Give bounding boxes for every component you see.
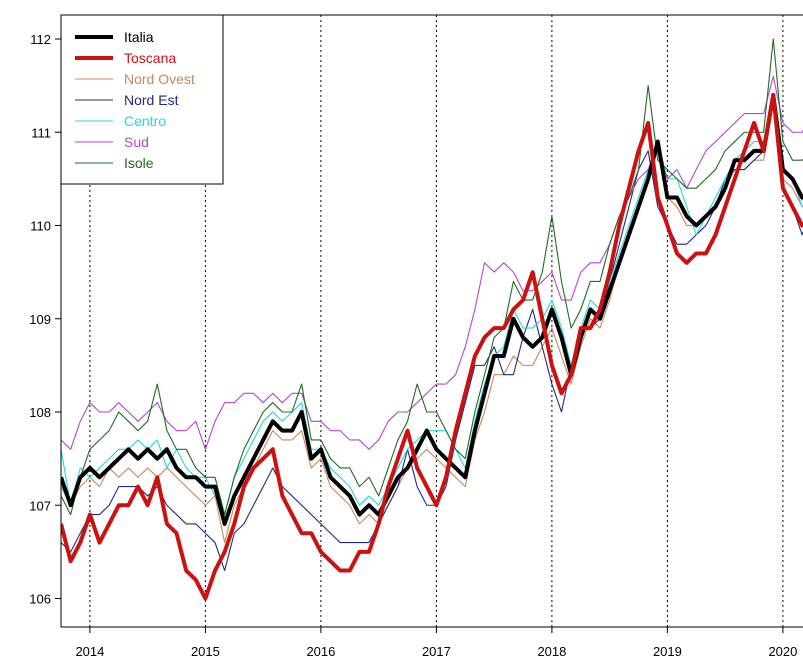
x-tick-label: 2018 [537,644,566,659]
y-tick-label: 111 [31,125,51,140]
series-line-italia [61,92,803,526]
x-tick-label: 2019 [653,644,682,659]
plot-frame [60,14,803,628]
series-line-sud [61,75,803,450]
y-axis: 106 107 108 109 110 111 112 [29,32,61,607]
series-lines [61,38,803,601]
x-tick-label: 2020 [768,644,797,659]
y-tick-label: 106 [29,592,51,607]
y-tick-label: 109 [29,312,51,327]
x-tick-label: 2017 [422,644,451,659]
x-tick-label: 2014 [75,644,104,659]
x-tick-label: 2015 [191,644,220,659]
y-tick-label: 108 [29,405,51,420]
legend: Italia Toscana Nord Ovest Nord Est Centro Sud… [60,14,224,185]
y-tick-label: 112 [30,32,51,47]
series-line-isole [61,38,803,516]
legend-label: Sud [124,134,149,150]
x-tick-label: 2016 [306,644,335,659]
legend-label: Nord Est [124,92,179,108]
legend-label: Nord Ovest [124,71,195,87]
legend-label: Toscana [124,50,176,66]
legend-label: Italia [124,29,154,45]
x-axis: 2014 2015 2016 2017 2018 2019 2020 [75,627,797,659]
series-line-toscana [61,92,803,601]
y-tick-label: 110 [30,219,51,234]
legend-label: Isole [124,155,154,171]
y-tick-label: 107 [29,498,51,513]
legend-label: Centro [124,113,166,129]
